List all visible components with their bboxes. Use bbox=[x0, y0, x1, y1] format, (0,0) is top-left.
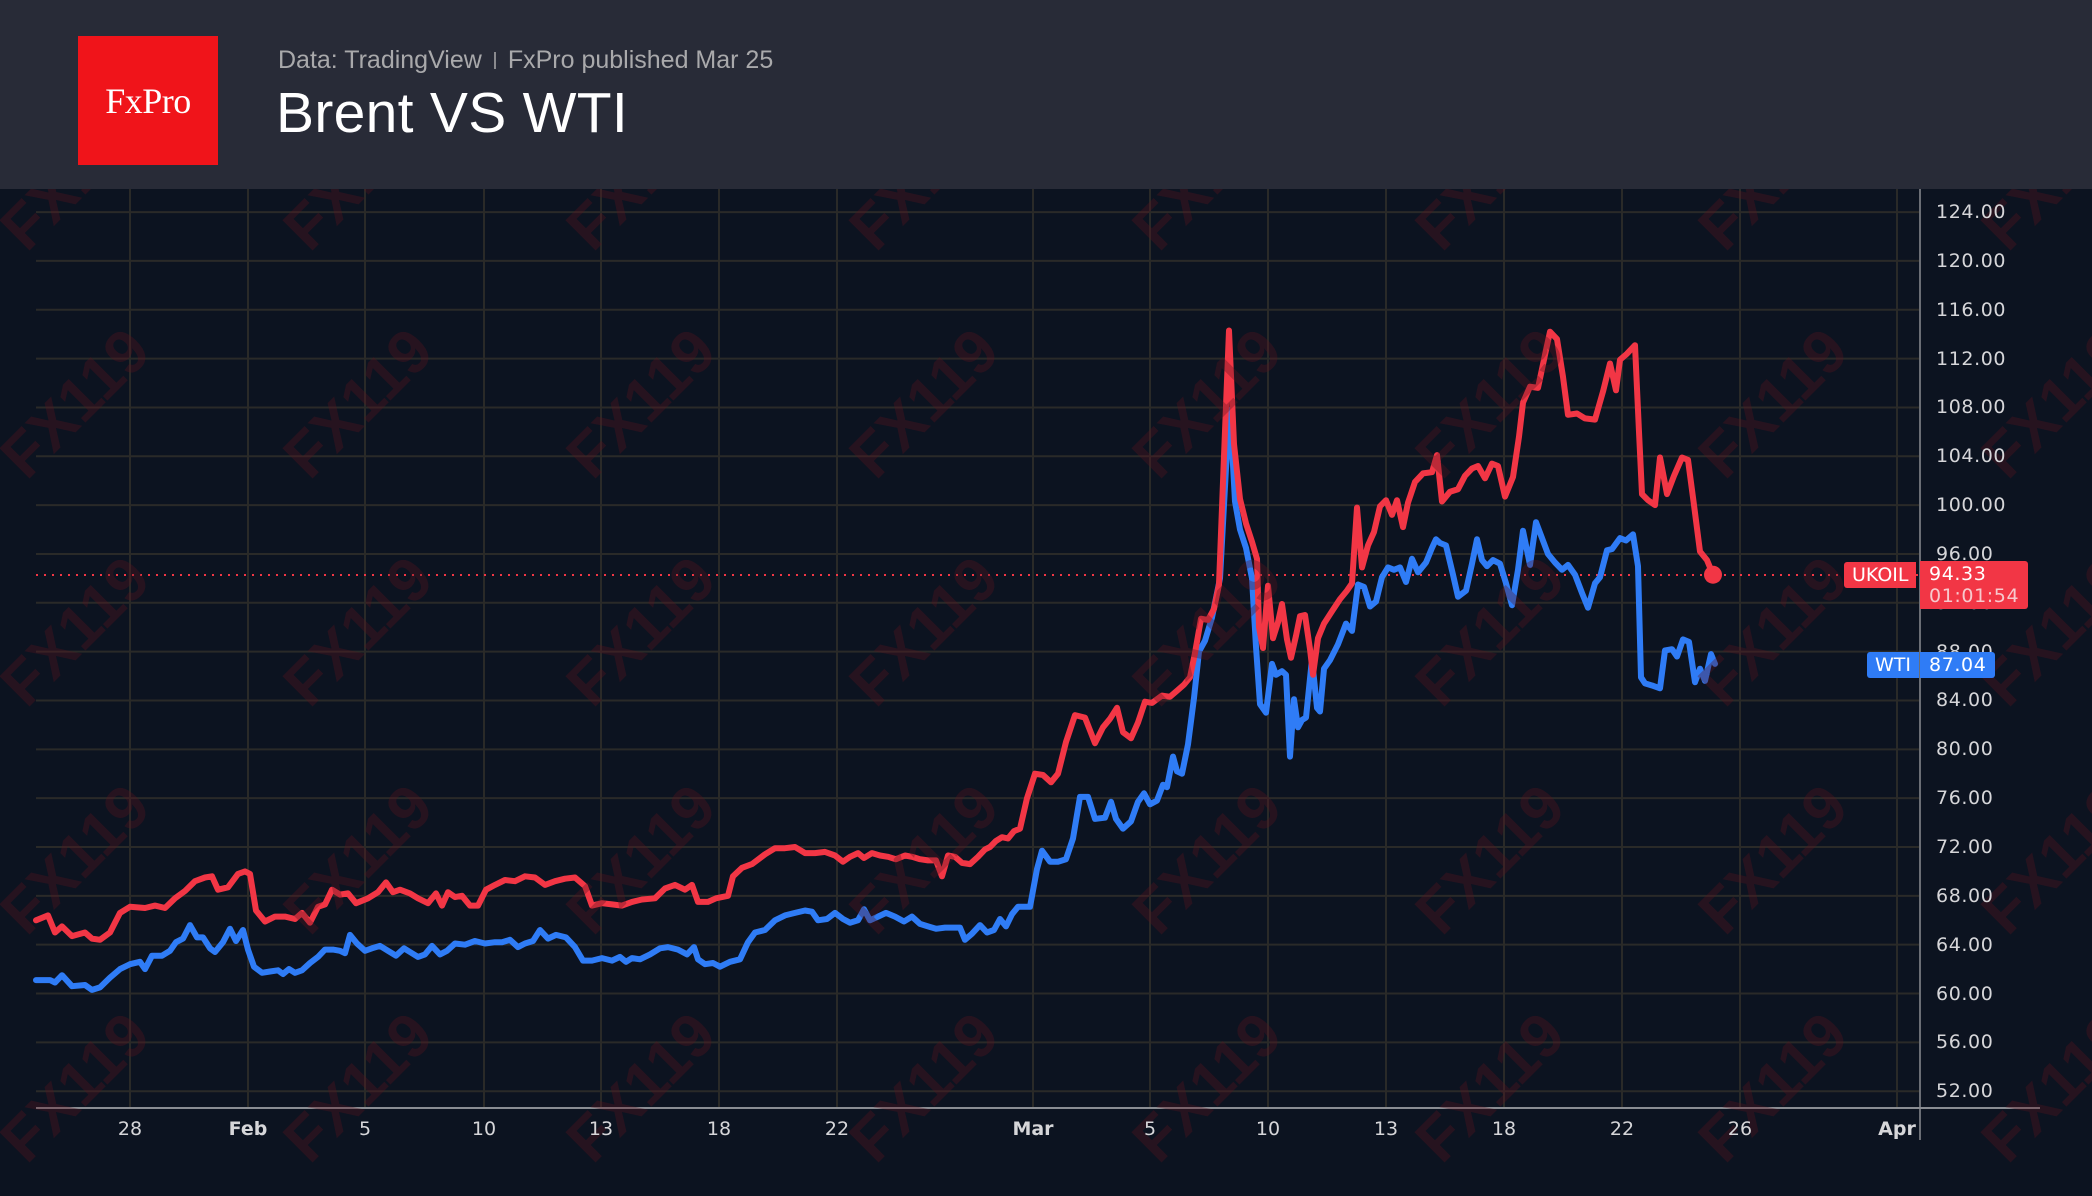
price-chart[interactable]: FX119 FX119 FX119 FX119 FX119 FX119 FX119 FX119… bbox=[0, 189, 2092, 1196]
x-tick-label: 22 bbox=[1609, 1118, 1635, 1140]
svg-text:FX119: FX119 bbox=[1686, 1000, 1862, 1176]
svg-text:FX119: FX119 bbox=[1686, 316, 1862, 492]
svg-text:FX119: FX119 bbox=[554, 1000, 730, 1176]
publisher: FxPro published Mar 25 bbox=[507, 46, 774, 74]
brent-symbol: UKOIL bbox=[1844, 562, 1917, 588]
y-tick-label: 60.00 bbox=[1936, 982, 1994, 1005]
y-tick-label: 76.00 bbox=[1936, 787, 1994, 810]
x-tick-label: 10 bbox=[1255, 1118, 1281, 1140]
x-tick-label: 5 bbox=[358, 1118, 372, 1140]
svg-text:FX119: FX119 bbox=[554, 189, 730, 263]
brent-symbol-tag: UKOIL bbox=[1844, 562, 1917, 588]
x-tick-label: 18 bbox=[706, 1118, 732, 1140]
y-tick-label: 56.00 bbox=[1936, 1031, 1994, 1054]
x-tick-label: 18 bbox=[1491, 1118, 1517, 1140]
y-tick-label: 104.00 bbox=[1936, 445, 2007, 468]
y-tick-label: 80.00 bbox=[1936, 738, 1994, 761]
wti-last-price: 87.04 bbox=[1929, 654, 1987, 676]
y-tick-label: 108.00 bbox=[1936, 396, 2007, 419]
x-tick-label: 5 bbox=[1143, 1118, 1157, 1140]
wti-symbol-tag: WTI bbox=[1867, 652, 1919, 678]
y-tick-label: 124.00 bbox=[1936, 201, 2007, 224]
x-tick-label: Feb bbox=[228, 1118, 268, 1140]
wti-line[interactable] bbox=[33, 406, 1718, 993]
svg-text:FX119: FX119 bbox=[0, 189, 163, 263]
x-tick-label: 22 bbox=[824, 1118, 850, 1140]
svg-text:FX119: FX119 bbox=[554, 316, 730, 492]
y-tick-label: 96.00 bbox=[1936, 542, 1994, 565]
bar-countdown: 01:01:54 bbox=[1929, 585, 2020, 607]
svg-text:FX119: FX119 bbox=[1403, 189, 1579, 263]
svg-text:FX119: FX119 bbox=[0, 1000, 163, 1176]
x-tick-label: Apr bbox=[1878, 1118, 1916, 1140]
svg-text:FX119: FX119 bbox=[837, 544, 1013, 720]
svg-text:FX119: FX119 bbox=[271, 189, 447, 263]
brent-price-box: 94.33 01:01:54 bbox=[1920, 561, 2029, 609]
svg-text:FX119: FX119 bbox=[1403, 1000, 1579, 1176]
data-source: Data: TradingView bbox=[278, 46, 482, 74]
y-tick-label: 120.00 bbox=[1936, 249, 2007, 272]
fxpro-logo: FxPro bbox=[78, 36, 218, 165]
x-tick-label: 26 bbox=[1727, 1118, 1753, 1140]
grid bbox=[36, 189, 1920, 1108]
svg-text:FX119: FX119 bbox=[0, 544, 163, 720]
x-tick-label: 13 bbox=[1373, 1118, 1399, 1140]
svg-text:FX119: FX119 bbox=[271, 1000, 447, 1176]
x-tick-label: 10 bbox=[471, 1118, 497, 1140]
svg-text:FX119: FX119 bbox=[837, 1000, 1013, 1176]
separator bbox=[493, 52, 496, 69]
brent-line[interactable] bbox=[33, 327, 1716, 943]
y-tick-label: 84.00 bbox=[1936, 689, 1994, 712]
y-tick-label: 68.00 bbox=[1936, 884, 1994, 907]
y-tick-label: 72.00 bbox=[1936, 836, 1994, 858]
x-tick-label: Mar bbox=[1012, 1118, 1054, 1140]
svg-text:FX119: FX119 bbox=[1403, 544, 1579, 720]
wti-symbol: WTI bbox=[1867, 652, 1919, 678]
wti-price-box: 87.04 bbox=[1920, 652, 1996, 678]
header: FxPro Data: TradingView FxPro published … bbox=[0, 0, 2092, 189]
chart-pane[interactable]: FX119 FX119 FX119 FX119 FX119 FX119 FX119 FX119… bbox=[0, 189, 2092, 1196]
svg-text:FX119: FX119 bbox=[271, 544, 447, 720]
logo-text: FxPro bbox=[105, 80, 191, 121]
svg-text:FX119: FX119 bbox=[0, 316, 163, 492]
subtitle: Data: TradingView FxPro published Mar 25 bbox=[278, 46, 773, 75]
x-tick-label: 28 bbox=[117, 1118, 143, 1140]
svg-text:FX119: FX119 bbox=[271, 316, 447, 492]
y-tick-label: 64.00 bbox=[1936, 933, 1994, 956]
brent-last-price: 94.33 bbox=[1929, 563, 1987, 585]
brent-last-point-dot bbox=[1704, 565, 1722, 584]
y-tick-label: 52.00 bbox=[1936, 1080, 1994, 1103]
page-title: Brent VS WTI bbox=[276, 81, 629, 145]
svg-text:FX119: FX119 bbox=[837, 189, 1013, 263]
svg-text:FX119: FX119 bbox=[837, 316, 1013, 492]
watermark: FX119 FX119 FX119 FX119 FX119 FX119 FX119 FX119… bbox=[0, 189, 2092, 1176]
svg-text:FX119: FX119 bbox=[554, 544, 730, 720]
y-tick-label: 116.00 bbox=[1936, 298, 2007, 321]
x-tick-label: 13 bbox=[588, 1118, 614, 1140]
y-tick-label: 112.00 bbox=[1936, 347, 2007, 370]
svg-text:FX119: FX119 bbox=[1686, 189, 1862, 263]
y-tick-label: 100.00 bbox=[1936, 494, 2007, 517]
